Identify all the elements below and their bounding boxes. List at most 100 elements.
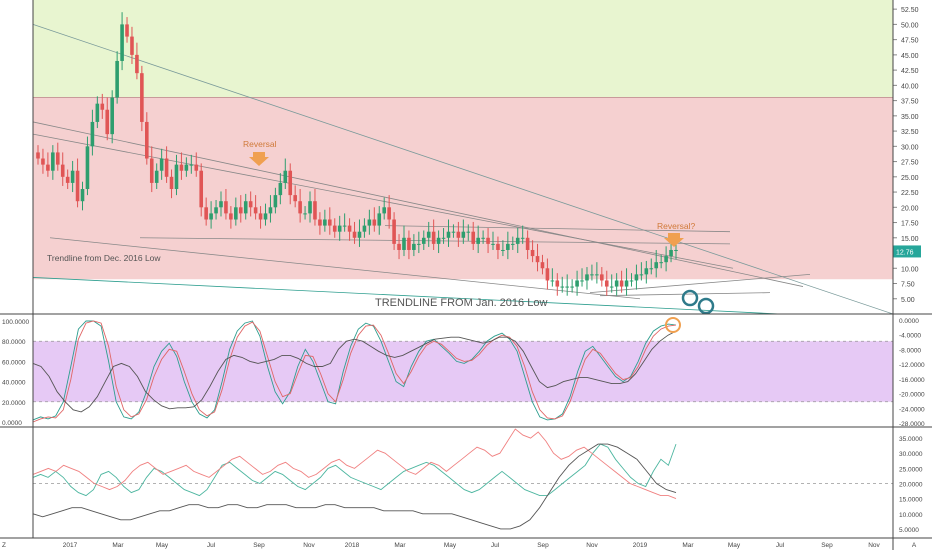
y-tick-label: 15.0000 xyxy=(899,497,923,504)
candle-body xyxy=(125,24,129,37)
x-tick-label: Mar xyxy=(112,542,124,549)
candle-body xyxy=(80,189,85,202)
x-tick-label: Jul xyxy=(776,542,785,549)
candle-body xyxy=(441,237,446,239)
candle-body xyxy=(417,243,421,245)
y-tick-label: 5.00 xyxy=(901,297,915,304)
x-tick-label: Mar xyxy=(682,542,694,549)
x-tick-label: Sep xyxy=(821,542,833,549)
candle-body xyxy=(436,237,441,244)
candle-body xyxy=(387,207,391,220)
y-tick-label: 15.00 xyxy=(901,236,919,243)
y-tick-left-label: 40.0000 xyxy=(2,380,26,387)
annotation-circle xyxy=(665,317,681,333)
candle-body xyxy=(600,274,604,281)
candle-body xyxy=(204,207,208,220)
candle-body xyxy=(36,152,40,159)
candle-body xyxy=(461,231,466,238)
candle-body xyxy=(85,146,90,190)
candle-body xyxy=(327,219,332,226)
price-pane: 52.50 50.00 47.50 45.00 42.50 40.00 37.50 35.00… xyxy=(0,0,932,315)
y-tick-label: 7.50 xyxy=(901,282,915,289)
y-tick-label: 22.50 xyxy=(901,190,919,197)
x-tick-label: Nov xyxy=(586,542,598,549)
candle-body xyxy=(634,274,639,281)
x-tick-label: Nov xyxy=(868,542,880,549)
candle-body xyxy=(263,213,268,220)
y-tick-right-label: -4.0000 xyxy=(899,333,921,340)
candle-body xyxy=(560,286,565,288)
last-price-label: 12.76 xyxy=(896,249,914,256)
x-tick-label: 2018 xyxy=(345,542,360,549)
x-tick-label: Sep xyxy=(253,542,265,549)
y-tick-left-label: 20.0000 xyxy=(2,400,26,407)
candle-body xyxy=(644,268,649,275)
adx-series-line xyxy=(32,443,677,530)
candle-body xyxy=(535,256,540,263)
x-tick-label: May xyxy=(728,542,741,549)
x-tick-label: A xyxy=(912,542,917,549)
candle-body xyxy=(426,231,431,238)
y-tick-label: 50.00 xyxy=(901,22,919,29)
candle-body xyxy=(194,164,199,171)
y-tick-label: 25.0000 xyxy=(899,466,923,473)
candle-body xyxy=(273,195,278,208)
y-tick-label: 10.0000 xyxy=(899,512,923,519)
candle-body xyxy=(629,280,634,282)
y-tick-left-label: 80.0000 xyxy=(2,339,26,346)
x-tick-label: Sep xyxy=(537,542,549,549)
candle-body xyxy=(545,268,550,281)
x-tick-label: 2019 xyxy=(633,542,648,549)
candle-body xyxy=(60,164,65,177)
candle-body xyxy=(520,237,525,239)
trend-line xyxy=(32,277,781,315)
candle-body xyxy=(357,231,362,238)
adx-series-line xyxy=(32,428,677,500)
candle-body xyxy=(580,280,584,282)
y-tick-right-label: -16.0000 xyxy=(899,377,925,384)
annotation-reversal-question: Reversal? xyxy=(657,221,696,231)
candle-body xyxy=(669,249,673,257)
y-tick-label: 27.50 xyxy=(901,160,919,167)
x-tick-label: Jul xyxy=(207,542,216,549)
trend-line xyxy=(32,24,894,315)
candle-body xyxy=(619,280,624,287)
candle-body xyxy=(308,201,312,214)
candle-body xyxy=(243,201,248,214)
y-tick-right-label: -28.0000 xyxy=(899,421,925,428)
y-tick-left-label: 0.0000 xyxy=(2,420,22,427)
y-tick-right-label: -8.0000 xyxy=(899,347,921,354)
candle-body xyxy=(120,24,124,61)
y-tick-label: 45.00 xyxy=(901,53,919,60)
y-tick-left-label: 60.0000 xyxy=(2,359,26,366)
candle-body xyxy=(476,237,480,244)
candle-body xyxy=(318,219,322,226)
candle-body xyxy=(595,274,599,276)
candle-body xyxy=(674,249,678,251)
last-price-box xyxy=(893,245,921,258)
candle-body xyxy=(506,243,510,250)
x-tick-label: Mar xyxy=(394,542,406,549)
y-tick-label: 10.00 xyxy=(901,266,919,273)
candle-body xyxy=(590,274,594,276)
candle-body xyxy=(614,280,619,287)
y-tick-label: 52.50 xyxy=(901,7,919,14)
candle-body xyxy=(550,280,555,282)
candle-body xyxy=(466,231,471,233)
zone-middle xyxy=(33,97,893,280)
candle-body xyxy=(154,170,159,183)
candle-body xyxy=(575,280,579,287)
candle-body xyxy=(229,213,233,220)
y-tick-label: 30.00 xyxy=(901,144,919,151)
candle-body xyxy=(481,237,485,239)
annotation-trendline-dec: Trendline from Dec. 2016 Low xyxy=(47,253,161,263)
candle-body xyxy=(515,237,520,244)
candle-body xyxy=(293,195,297,202)
candle-body xyxy=(46,164,50,171)
candle-body xyxy=(214,207,218,214)
candle-body xyxy=(268,207,273,214)
candle-body xyxy=(278,182,283,196)
y-tick-right-label: -20.0000 xyxy=(899,392,925,399)
candle-body xyxy=(491,243,495,245)
